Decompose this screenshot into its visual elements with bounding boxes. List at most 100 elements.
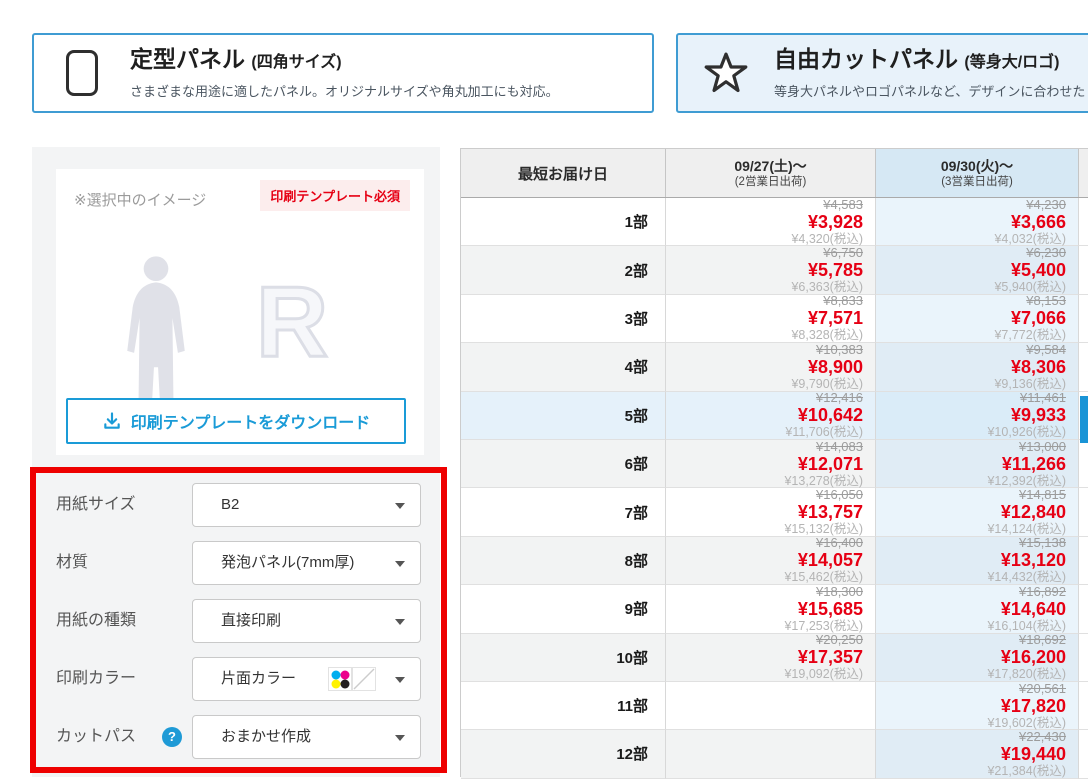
form-field-label: 印刷カラー xyxy=(56,670,137,687)
original-price: ¥16,400 xyxy=(816,535,863,551)
original-price: ¥14,083 xyxy=(816,438,863,454)
cmyk-color-icon xyxy=(328,667,352,691)
person-silhouette-image xyxy=(127,256,185,431)
qty-cell: 9部 xyxy=(461,585,666,634)
price-cell xyxy=(666,730,876,779)
price-cell[interactable]: ¥14,083 ¥12,071 ¥13,278(税込) xyxy=(666,438,876,489)
form-select-5[interactable]: おまかせ作成 xyxy=(192,715,421,759)
form-field-row: 用紙サイズ B2 xyxy=(56,483,424,527)
qty-cell: 5部 xyxy=(461,391,666,440)
price-cell[interactable]: ¥14,815 ¥12,840 ¥14,124(税込) xyxy=(876,487,1079,537)
discount-price: ¥8,900 xyxy=(807,356,863,377)
table-row: 4部 ¥10,383 ¥8,900 ¥9,790(税込) ¥9,584 ¥8,306 ¥9,… xyxy=(461,341,1088,392)
download-icon xyxy=(103,412,120,429)
tab-subtitle: さまざまな用途に適したパネル。オリジナルサイズや角丸加工にも対応。 xyxy=(130,84,559,99)
form-select-3[interactable]: 直接印刷 xyxy=(192,599,421,643)
table-row: 11部 ¥20,561 ¥17,820 ¥19,602(税込) xyxy=(461,680,1088,731)
next-col-edge-cell xyxy=(1079,246,1088,295)
next-col-edge-cell xyxy=(1079,343,1088,392)
tax-included-price: ¥12,392(税込) xyxy=(987,473,1066,488)
price-cell[interactable]: ¥11,461 ¥9,933 ¥10,926(税込) xyxy=(876,390,1079,440)
next-col-edge-cell xyxy=(1079,536,1088,586)
original-price: ¥8,833 xyxy=(823,293,863,309)
original-price: ¥13,000 xyxy=(1019,438,1066,454)
original-price: ¥4,230 xyxy=(1026,196,1066,212)
original-price: ¥20,561 xyxy=(1019,680,1066,696)
select-current-value: おまかせ作成 xyxy=(221,728,312,745)
original-price: ¥12,416 xyxy=(816,390,863,406)
price-cell[interactable]: ¥20,561 ¥17,820 ¥19,602(税込) xyxy=(876,680,1079,731)
price-cell[interactable]: ¥22,430 ¥19,440 ¥21,384(税込) xyxy=(876,729,1079,779)
table-body: 1部 ¥4,583 ¥3,928 ¥4,320(税込) ¥4,230 ¥3,666 ¥4,0… xyxy=(461,196,1088,779)
price-cell[interactable]: ¥16,050 ¥13,757 ¥15,132(税込) xyxy=(666,487,876,537)
form-select-1[interactable]: B2 xyxy=(192,483,421,527)
price-cell[interactable]: ¥4,230 ¥3,666 ¥4,032(税込) xyxy=(876,196,1079,247)
discount-price: ¥13,120 xyxy=(1000,550,1066,571)
header-date-col-1[interactable]: 09/27(土)〜 (2営業日出荷) xyxy=(666,149,876,197)
price-cell[interactable]: ¥18,692 ¥16,200 ¥17,820(税込) xyxy=(876,632,1079,682)
price-cell[interactable]: ¥20,250 ¥17,357 ¥19,092(税込) xyxy=(666,632,876,682)
next-col-edge-cell xyxy=(1079,730,1088,779)
tax-included-price: ¥10,926(税込) xyxy=(987,425,1066,440)
original-price: ¥4,583 xyxy=(823,196,863,212)
original-price: ¥8,153 xyxy=(1026,293,1066,309)
price-cell[interactable]: ¥6,750 ¥5,785 ¥6,363(税込) xyxy=(666,245,876,295)
next-col-edge-cell xyxy=(1079,585,1088,634)
discount-price: ¥17,357 xyxy=(797,647,863,668)
chevron-down-icon xyxy=(395,561,405,567)
tab-standard-panel[interactable]: 定型パネル (四角サイズ) さまざまな用途に適したパネル。オリジナルサイズや角丸… xyxy=(32,33,654,113)
form-select-4[interactable]: 片面カラー xyxy=(192,657,421,701)
discount-price: ¥5,400 xyxy=(1010,260,1066,281)
price-cell[interactable]: ¥8,153 ¥7,066 ¥7,772(税込) xyxy=(876,293,1079,344)
original-price: ¥9,584 xyxy=(1026,341,1066,357)
price-cell[interactable]: ¥16,400 ¥14,057 ¥15,462(税込) xyxy=(666,535,876,586)
next-col-edge-cell xyxy=(1079,198,1088,247)
tab-title: 自由カットパネル (等身大/ロゴ) xyxy=(774,46,1085,76)
discount-price: ¥3,928 xyxy=(807,211,863,232)
header-date: 09/27(土)〜 xyxy=(734,157,807,174)
price-cell[interactable]: ¥10,383 ¥8,900 ¥9,790(税込) xyxy=(666,342,876,392)
discount-price: ¥7,066 xyxy=(1010,308,1066,329)
discount-price: ¥19,440 xyxy=(1000,744,1066,764)
discount-price: ¥16,200 xyxy=(1000,647,1066,668)
original-price: ¥6,230 xyxy=(1026,245,1066,261)
tax-included-price: ¥13,278(税込) xyxy=(784,473,863,488)
price-cell[interactable]: ¥16,892 ¥14,640 ¥16,104(税込) xyxy=(876,583,1079,634)
download-button-label: 印刷テンプレートをダウンロード xyxy=(130,415,371,432)
qty-cell: 11部 xyxy=(461,681,666,731)
discount-price: ¥11,266 xyxy=(1001,453,1066,474)
price-cell[interactable]: ¥4,583 ¥3,928 ¥4,320(税込) xyxy=(666,196,876,247)
tab-title-main: 定型パネル xyxy=(130,46,245,72)
qty-cell: 4部 xyxy=(461,343,666,392)
tab-subtitle: 等身大パネルやロゴパネルなど、デザインに合わせた xyxy=(774,84,1086,99)
form-field-row: カットパス? おまかせ作成 xyxy=(56,715,424,759)
header-date-col-2[interactable]: 09/30(火)〜 (3営業日出荷) xyxy=(876,149,1079,197)
tax-included-price: ¥19,602(税込) xyxy=(987,715,1066,730)
form-field-label: 用紙サイズ xyxy=(56,496,136,513)
table-header-row: 最短お届け日 09/27(土)〜 (2営業日出荷) 09/30(火)〜 (3営業… xyxy=(461,149,1088,198)
tax-included-price: ¥17,820(税込) xyxy=(987,667,1066,682)
price-cell[interactable]: ¥18,300 ¥15,685 ¥17,253(税込) xyxy=(666,584,876,634)
price-cell xyxy=(666,681,876,731)
chevron-down-icon xyxy=(395,677,405,683)
price-cell[interactable]: ¥13,000 ¥11,266 ¥12,392(税込) xyxy=(876,438,1079,489)
tab-free-cut-panel[interactable]: 自由カットパネル (等身大/ロゴ) 等身大パネルやロゴパネルなど、デザインに合わ… xyxy=(676,33,1088,113)
price-cell[interactable]: ¥15,138 ¥13,120 ¥14,432(税込) xyxy=(876,535,1079,586)
price-cell[interactable]: ¥8,833 ¥7,571 ¥8,328(税込) xyxy=(666,293,876,344)
qty-cell: 3部 xyxy=(461,294,666,344)
table-row: 9部 ¥18,300 ¥15,685 ¥17,253(税込) ¥16,892 ¥14,64… xyxy=(461,583,1088,634)
table-row: 8部 ¥16,400 ¥14,057 ¥15,462(税込) ¥15,138 ¥13,12… xyxy=(461,535,1088,586)
help-icon[interactable]: ? xyxy=(162,727,182,747)
header-next-col-edge xyxy=(1079,149,1088,197)
download-template-button[interactable]: 印刷テンプレートをダウンロード xyxy=(66,398,406,444)
tax-included-price: ¥8,328(税込) xyxy=(791,328,863,343)
form-select-2[interactable]: 発泡パネル(7mm厚) xyxy=(192,541,421,585)
price-cell[interactable]: ¥6,230 ¥5,400 ¥5,940(税込) xyxy=(876,245,1079,295)
price-cell[interactable]: ¥12,416 ¥10,642 ¥11,706(税込) xyxy=(666,390,876,440)
scrollbar-thumb[interactable] xyxy=(1080,396,1088,443)
table-row: 7部 ¥16,050 ¥13,757 ¥15,132(税込) ¥14,815 ¥12,84… xyxy=(461,487,1088,537)
tax-included-price: ¥5,940(税込) xyxy=(994,280,1066,295)
original-price: ¥16,892 xyxy=(1019,583,1066,599)
price-cell[interactable]: ¥9,584 ¥8,306 ¥9,136(税込) xyxy=(876,341,1079,392)
blank-side-icon xyxy=(352,667,376,691)
